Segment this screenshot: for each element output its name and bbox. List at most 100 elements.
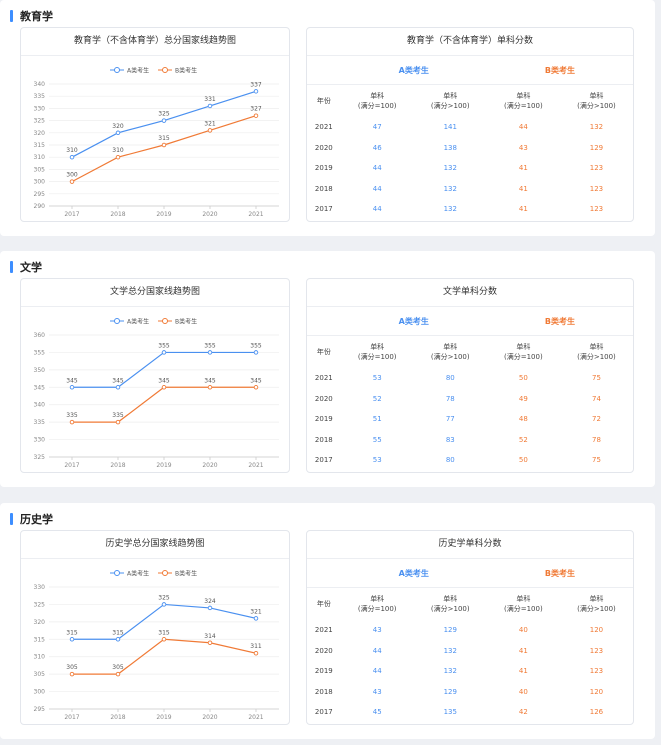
year-cell: 2019 xyxy=(314,164,333,173)
x-tick-label: 2018 xyxy=(110,714,125,721)
table-row: 2018 43 129 40 120 xyxy=(307,682,633,703)
score-cell: 41 xyxy=(518,646,528,655)
legend-marker xyxy=(114,318,120,324)
data-label: 337 xyxy=(250,81,262,88)
col-header: 单科 (满分>100) xyxy=(577,595,616,613)
section-title-text: 教育学 xyxy=(20,10,53,23)
chart-title: 文学总分国家线趋势图 xyxy=(21,279,289,307)
section-title: 教育学 xyxy=(10,8,53,24)
y-tick-label: 305 xyxy=(34,671,46,678)
group-a-header: A类考生 xyxy=(340,56,487,85)
data-point xyxy=(161,602,167,607)
year-cell: 2017 xyxy=(314,708,333,717)
y-tick-label: 335 xyxy=(34,93,46,100)
data-point xyxy=(115,671,121,677)
data-point xyxy=(161,637,167,642)
data-label: 345 xyxy=(112,377,124,384)
data-point xyxy=(161,350,167,355)
data-label: 331 xyxy=(204,96,216,103)
data-label: 310 xyxy=(112,147,124,154)
score-cell: 44 xyxy=(372,667,382,676)
legend-label: A类考生 xyxy=(127,570,149,578)
legend-marker xyxy=(114,67,120,73)
legend-marker xyxy=(162,318,168,324)
x-tick-label: 2019 xyxy=(156,211,171,218)
score-cell: 47 xyxy=(372,123,382,132)
score-cell: 44 xyxy=(518,123,528,132)
y-tick-label: 340 xyxy=(34,402,46,409)
data-point xyxy=(253,385,259,390)
table-row: 2018 55 83 52 78 xyxy=(307,430,633,451)
data-point xyxy=(161,118,167,123)
data-point xyxy=(253,89,259,94)
data-label: 321 xyxy=(250,608,262,615)
y-tick-label: 330 xyxy=(34,105,46,112)
data-point xyxy=(207,350,213,355)
y-tick-label: 305 xyxy=(34,166,46,173)
legend-marker xyxy=(162,67,168,73)
score-cell: 78 xyxy=(591,435,601,444)
data-label: 310 xyxy=(66,147,78,154)
data-point xyxy=(207,640,213,646)
data-label: 315 xyxy=(158,629,170,636)
legend-label: B类考生 xyxy=(175,67,197,75)
table-row: 2021 47 141 44 132 xyxy=(307,117,633,138)
title-accent-bar xyxy=(10,513,13,525)
x-tick-label: 2018 xyxy=(110,211,125,218)
year-cell: 2021 xyxy=(314,374,333,383)
y-tick-label: 330 xyxy=(34,584,46,591)
data-point xyxy=(253,113,259,118)
data-label: 300 xyxy=(66,172,78,179)
x-tick-label: 2019 xyxy=(156,462,171,469)
x-tick-label: 2021 xyxy=(248,211,263,218)
score-cell: 132 xyxy=(443,646,457,655)
year-header: 年份 xyxy=(316,348,331,356)
score-cell: 41 xyxy=(518,164,528,173)
line-chart: A类考生 B类考生 325 330 335 340 345 350 355 360 2017 2018… xyxy=(34,318,279,469)
score-cell: 41 xyxy=(518,184,528,193)
score-cell: 132 xyxy=(443,184,457,193)
y-tick-label: 310 xyxy=(34,654,46,661)
score-cell: 129 xyxy=(443,687,457,696)
score-cell: 129 xyxy=(443,626,457,635)
table-row: 2017 53 80 50 75 xyxy=(307,450,633,471)
data-label: 355 xyxy=(250,342,262,349)
score-cell: 132 xyxy=(443,667,457,676)
trend-chart-card: 文学总分国家线趋势图 A类考生 B类考生 325 330 335 340 345 350 355… xyxy=(20,278,290,473)
legend-label: A类考生 xyxy=(127,318,149,326)
score-cell: 41 xyxy=(518,205,528,214)
score-cell: 48 xyxy=(518,415,528,424)
y-tick-label: 345 xyxy=(34,384,46,391)
data-point xyxy=(115,154,121,160)
table-row: 2019 44 132 41 123 xyxy=(307,661,633,682)
trend-chart-card: 历史学总分国家线趋势图 A类考生 B类考生 295 300 305 310 315 320 32… xyxy=(20,530,290,725)
score-cell: 44 xyxy=(372,205,382,214)
table-row: 2020 46 138 43 129 xyxy=(307,138,633,159)
data-point xyxy=(253,350,259,355)
score-cell: 40 xyxy=(518,626,528,635)
col-header: 单科 (满分=100) xyxy=(357,92,397,110)
data-point xyxy=(253,650,259,656)
x-tick-label: 2021 xyxy=(248,462,263,469)
line-chart: A类考生 B类考生 290 295 300 305 310 315 320 325 330 335 34… xyxy=(34,67,279,218)
y-tick-label: 360 xyxy=(34,332,46,339)
section-title: 历史学 xyxy=(10,511,53,527)
title-accent-bar xyxy=(10,261,13,273)
x-tick-label: 2019 xyxy=(156,714,171,721)
data-point xyxy=(69,637,75,642)
x-tick-label: 2018 xyxy=(110,462,125,469)
year-cell: 2020 xyxy=(314,394,333,403)
score-cell: 49 xyxy=(518,394,528,403)
year-cell: 2021 xyxy=(314,123,333,132)
score-cell: 80 xyxy=(445,374,455,383)
col-header: 单科 (满分>100) xyxy=(577,343,616,361)
y-tick-label: 300 xyxy=(34,179,46,186)
col-header: 单科 (满分=100) xyxy=(504,343,543,361)
x-tick-label: 2020 xyxy=(202,462,217,469)
title-accent-bar xyxy=(10,10,13,22)
series-line xyxy=(71,115,257,183)
data-label: 335 xyxy=(66,412,78,419)
score-cell: 75 xyxy=(591,456,601,465)
col-header: 单科 (满分=100) xyxy=(504,92,543,110)
y-tick-label: 325 xyxy=(34,601,46,608)
